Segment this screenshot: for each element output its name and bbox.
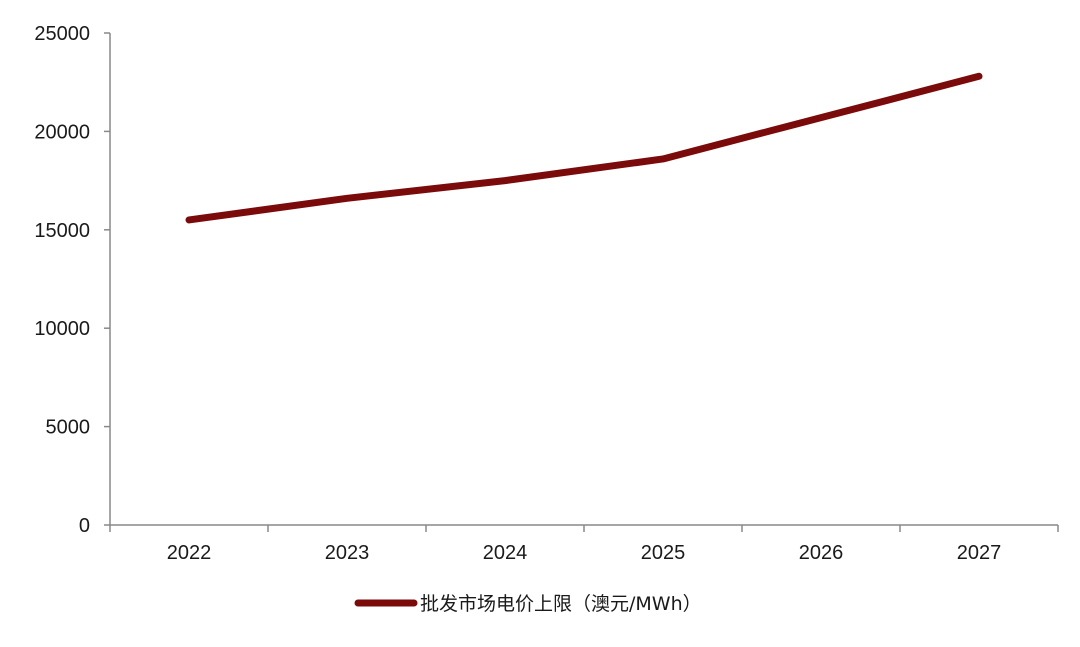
x-tick-label: 2027 xyxy=(957,542,1002,564)
series-line xyxy=(185,72,983,224)
x-tick-label: 2026 xyxy=(799,542,844,564)
y-tick-label: 25000 xyxy=(34,23,90,45)
y-tick-label: 15000 xyxy=(34,220,90,242)
x-axis: 2022 2023 2024 2025 2026 2027 xyxy=(109,524,1059,564)
y-axis: 0 5000 10000 15000 20000 25000 xyxy=(34,23,111,537)
legend: 批发市场电价上限（澳元/MWh） xyxy=(354,593,702,615)
y-tick-label: 0 xyxy=(79,515,90,537)
y-tick-label: 5000 xyxy=(46,417,91,439)
y-tick-label: 20000 xyxy=(34,121,90,143)
x-tick-label: 2024 xyxy=(483,542,528,564)
x-tick-label: 2025 xyxy=(641,542,686,564)
x-tick-label: 2022 xyxy=(167,542,212,564)
x-tick-label: 2023 xyxy=(325,542,370,564)
y-tick-label: 10000 xyxy=(34,318,90,340)
series-layer xyxy=(185,72,983,224)
legend-label: 批发市场电价上限（澳元/MWh） xyxy=(420,593,702,615)
